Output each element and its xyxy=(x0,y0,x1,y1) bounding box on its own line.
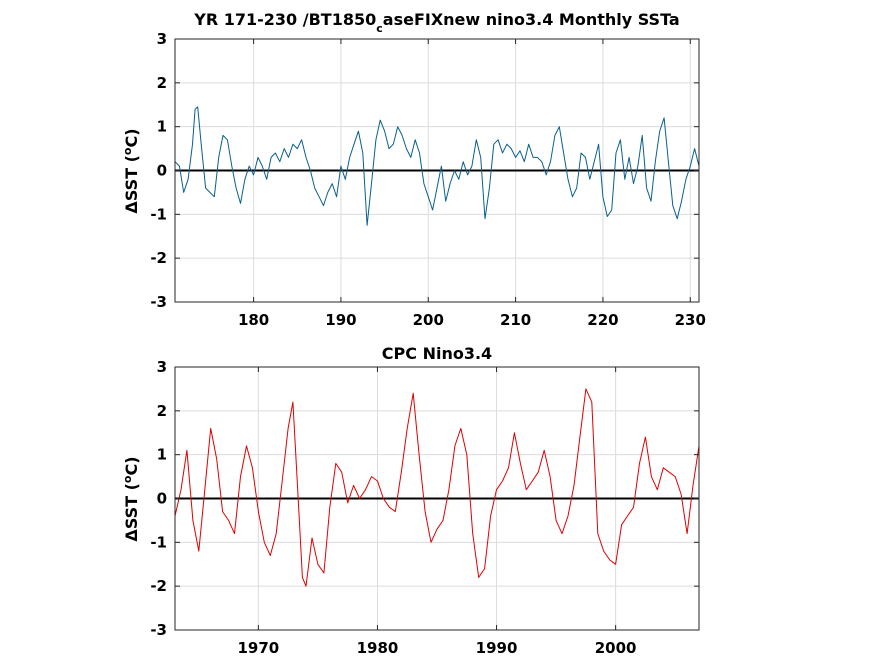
y-tick-label-1: 1 xyxy=(157,446,167,464)
x-tick-label-210: 210 xyxy=(500,311,531,329)
title-subscript: c xyxy=(376,22,383,35)
y-tick-label--3: -3 xyxy=(150,621,167,639)
y-tick-labels: -3 -2 -1 0 1 2 3 xyxy=(150,358,167,639)
x-tick-labels: 180 190 200 210 220 230 xyxy=(238,311,706,329)
y-tick-label--1: -1 xyxy=(150,533,167,551)
y-tick-label-3: 3 xyxy=(157,30,167,48)
panel-title: CPC Nino3.4 xyxy=(382,344,492,363)
y-tick-label-0: 0 xyxy=(157,490,167,508)
x-tick-label-190: 190 xyxy=(325,311,356,329)
panel-cpc-nino34: CPC Nino3.4 ΔSST (oC) 1970 1980 1990 2000 -… xyxy=(121,344,700,656)
y-tick-label--2: -2 xyxy=(150,577,167,595)
x-tick-label-1980: 1980 xyxy=(357,639,399,656)
panel-title: YR 171-230 /BT1850caseFIXnew nino3.4 Mon… xyxy=(193,10,679,35)
y-axis-label-degree: o xyxy=(121,147,134,155)
x-tick-label-230: 230 xyxy=(675,311,706,329)
x-tick-label-2000: 2000 xyxy=(595,639,637,656)
y-axis-label: ΔSST (oC) xyxy=(121,128,141,213)
y-tick-label-1: 1 xyxy=(157,118,167,136)
axis-ticks xyxy=(175,38,699,303)
y-tick-labels: -3 -2 -1 0 1 2 3 xyxy=(150,30,167,311)
y-tick-label-0: 0 xyxy=(157,162,167,180)
y-axis-label: ΔSST (oC) xyxy=(121,456,141,541)
x-tick-label-1970: 1970 xyxy=(237,639,279,656)
y-tick-label--1: -1 xyxy=(150,205,167,223)
panel-model-monthly-ssta: YR 171-230 /BT1850caseFIXnew nino3.4 Mon… xyxy=(121,10,706,329)
x-tick-label-220: 220 xyxy=(587,311,618,329)
cpc-ssta-series-line xyxy=(174,388,700,587)
y-axis-label-degree: o xyxy=(121,475,134,483)
y-tick-label--2: -2 xyxy=(150,249,167,267)
axis-ticks xyxy=(175,366,699,631)
model-ssta-series-line xyxy=(174,106,700,226)
x-tick-label-1990: 1990 xyxy=(476,639,518,656)
x-tick-label-180: 180 xyxy=(238,311,269,329)
x-tick-labels: 1970 1980 1990 2000 xyxy=(237,639,636,656)
y-tick-label-2: 2 xyxy=(157,74,167,92)
y-tick-label-3: 3 xyxy=(157,358,167,376)
x-tick-label-200: 200 xyxy=(413,311,444,329)
y-tick-label-2: 2 xyxy=(157,402,167,420)
y-tick-label--3: -3 xyxy=(150,293,167,311)
